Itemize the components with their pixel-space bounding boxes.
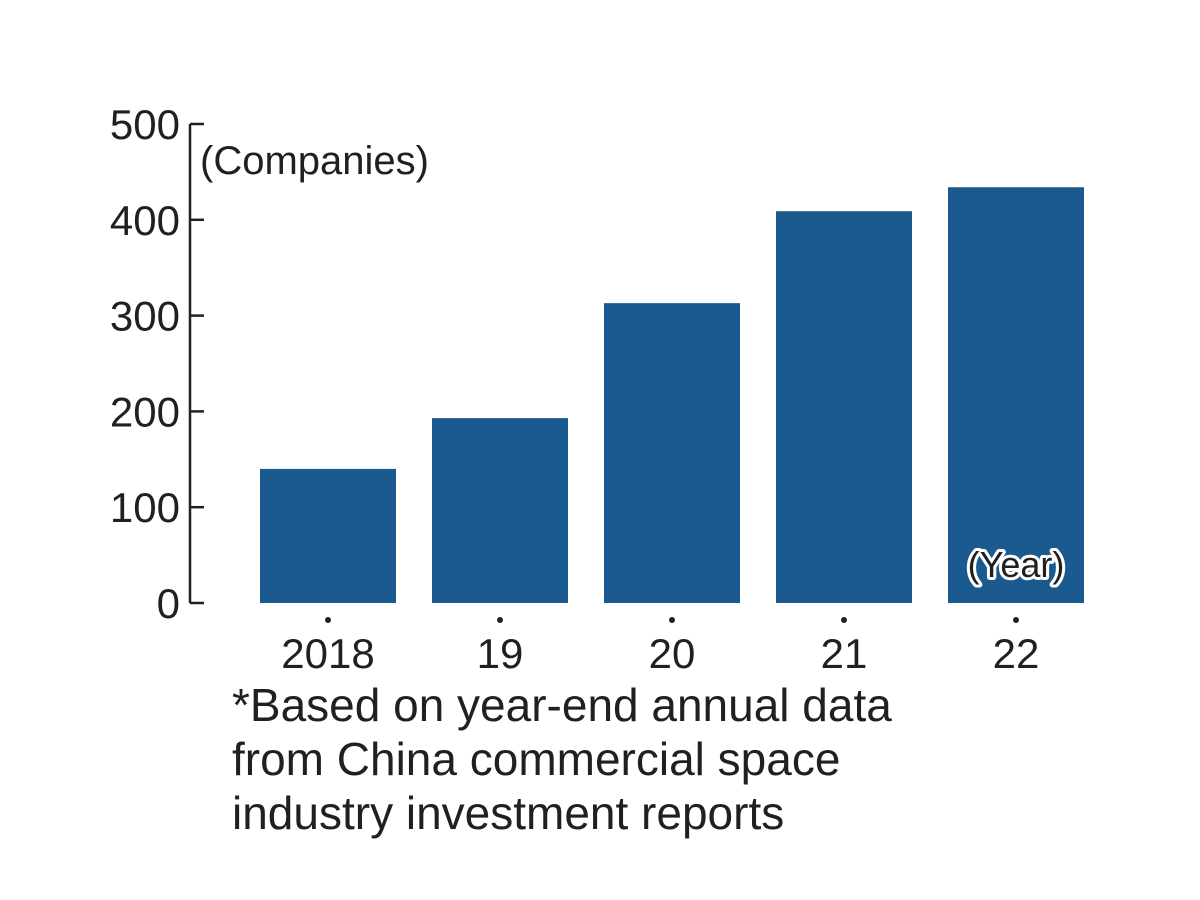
y-tick-label: 300 <box>110 293 180 340</box>
footnote-line-1: *Based on year-end annual data <box>232 679 892 731</box>
y-tick-label: 400 <box>110 197 180 244</box>
x-tick-dot <box>841 617 847 623</box>
footnote: *Based on year-end annual data from Chin… <box>232 678 1132 840</box>
y-axis-unit-label: (Companies) <box>200 139 429 183</box>
x-category-label: 22 <box>993 630 1040 677</box>
footnote-line-3: industry investment reports <box>232 787 785 839</box>
x-tick-dot <box>325 617 331 623</box>
y-tick-label: 100 <box>110 484 180 531</box>
bar <box>776 211 912 604</box>
footnote-line-2: from China commercial space <box>232 733 841 785</box>
bar <box>260 468 396 603</box>
x-category-label: 21 <box>821 630 868 677</box>
bars-group <box>260 187 1084 604</box>
x-tick-dot <box>1013 617 1019 623</box>
y-tick-label: 200 <box>110 388 180 435</box>
x-axis-categories: 2018 19 20 21 22 <box>281 617 1039 677</box>
x-tick-dot <box>497 617 503 623</box>
x-axis-unit-label: (Year) <box>968 544 1065 585</box>
bar <box>604 303 740 603</box>
bar <box>948 187 1084 603</box>
x-tick-dot <box>669 617 675 623</box>
y-tick-label: 500 <box>110 101 180 148</box>
bar <box>432 418 568 603</box>
x-category-label: 2018 <box>281 630 374 677</box>
x-category-label: 20 <box>649 630 696 677</box>
y-axis-ticks: 0 100 200 300 400 500 <box>110 101 204 627</box>
x-category-label: 19 <box>477 630 524 677</box>
y-tick-label: 0 <box>157 580 180 627</box>
